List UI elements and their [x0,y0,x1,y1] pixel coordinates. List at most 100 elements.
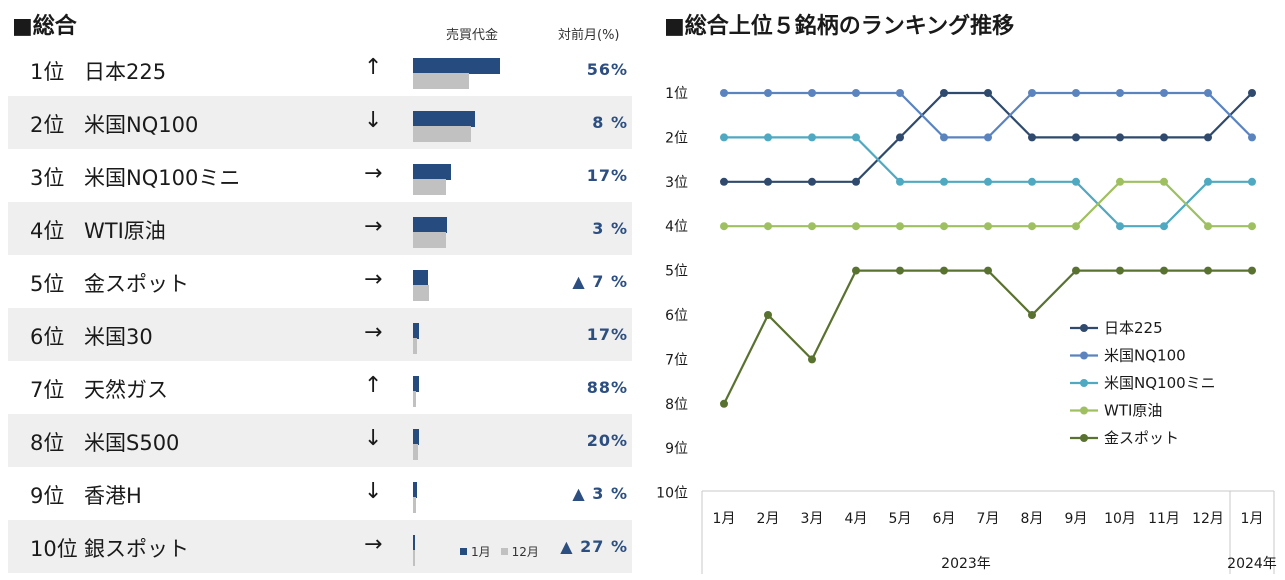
data-point [984,133,992,142]
instrument-name: 米国NQ100 [84,113,199,137]
change-percent: 17% [586,166,628,185]
data-point [940,266,948,275]
legend-marker [1080,379,1088,387]
table-row: 5位 金スポット → ▲ 7 % [8,255,632,308]
data-point [896,133,904,142]
instrument-name: 香港H [84,484,142,508]
trend-arrow: ↓ [364,426,383,451]
trend-arrow: → [364,267,383,292]
data-point [1204,133,1212,142]
data-point [1204,177,1212,186]
data-point [720,89,728,97]
data-point [1248,266,1256,275]
change-percent: 17% [586,325,628,344]
table-row: 8位 米国S500 ↓ 20% [8,414,632,467]
data-point [808,133,816,142]
y-tick-label: 1位 [665,86,688,102]
data-point [1116,222,1124,231]
data-point [1028,89,1036,97]
y-tick-label: 9位 [665,441,688,457]
x-tick-label: 12月 [1192,511,1224,527]
ranking-table: 1位 日本225 ↑ 56% 2位 米国NQ100 ↓ 8 % 3位 米国NQ100ミニ → 17% 4… [8,43,632,573]
change-percent: 56% [586,60,628,79]
series-line [724,91,1253,139]
data-point [896,266,904,275]
y-tick-label: 5位 [665,264,688,280]
trend-arrow: → [364,214,383,239]
data-point [720,399,728,408]
rank-label: 9位 [30,484,65,508]
data-point [1248,89,1256,97]
legend-marker [1080,324,1088,332]
volume-bar-jan [413,323,419,339]
legend-marker [1080,351,1088,360]
year-group-label: 2023年 [941,556,991,572]
volume-bar-jan [413,482,417,498]
change-percent: ▲ 3 % [572,484,628,503]
volume-bar-dec [413,232,447,248]
change-percent: 20% [586,431,628,450]
trend-arrow: → [364,161,383,186]
data-point [1072,133,1080,142]
data-point [720,177,728,186]
data-point [984,266,992,275]
volume-bar-jan [413,111,475,127]
rank-label: 2位 [30,113,65,137]
data-point [896,222,904,231]
ranking-line-chart: 1位 2位 3位 4位 5位 6位 7位 8位 9位 10位 1月 2月 3月 4月 5月 6月 7月 8月 9月 1… [656,86,1277,574]
x-tick-label: 10月 [1104,511,1136,527]
data-point [1072,89,1080,97]
data-point [1116,177,1124,186]
instrument-name: WTI原油 [84,219,166,243]
legend-label: 日本225 [1104,319,1163,337]
chart-title: ■総合上位５銘柄のランキング推移 [664,14,1015,39]
y-tick-label: 8位 [665,397,688,413]
trend-arrow: ↑ [364,55,383,80]
change-percent: 88% [586,378,628,397]
data-point [984,222,992,231]
data-point [808,89,816,97]
data-point [896,89,904,97]
x-tick-label: 7月 [977,511,1000,527]
trend-arrow: → [364,320,383,345]
y-tick-label: 3位 [665,175,688,191]
legend-swatch-jan [460,548,467,555]
volume-bar-dec [413,497,416,513]
legend-label: 米国NQ100ミニ [1104,374,1216,392]
volume-bar-jan [413,270,428,286]
x-tick-label: 1月 [1241,511,1264,527]
data-point [1248,177,1256,186]
legend-label: WTI原油 [1104,402,1162,420]
data-point [808,222,816,231]
table-row: 7位 天然ガス ↑ 88% [8,361,632,414]
volume-bar-jan [413,217,448,233]
data-point [940,177,948,186]
data-point [764,222,772,231]
data-point [1160,133,1168,142]
x-tick-label: 4月 [845,511,868,527]
data-point [720,222,728,231]
instrument-name: 日本225 [84,60,167,84]
data-point [1248,133,1256,142]
data-point [940,89,948,97]
volume-bar-jan [413,164,452,180]
data-point [1160,266,1168,275]
volume-bar-jan [413,535,415,551]
table-row: 9位 香港H ↓ ▲ 3 % [8,467,632,520]
data-point [764,89,772,97]
x-tick-label: 2月 [757,511,780,527]
data-point [852,89,860,97]
instrument-name: 米国30 [84,325,153,349]
data-point [852,222,860,231]
rank-label: 1位 [30,60,65,84]
trend-arrow: ↓ [364,108,383,133]
x-tick-label: 8月 [1021,511,1044,527]
data-point [808,177,816,186]
legend-label-jan: 1月 [471,545,491,559]
data-point [1072,266,1080,275]
data-point [1028,311,1036,319]
data-point [808,355,816,364]
legend-label: 金スポット [1104,429,1179,447]
change-percent: ▲ 27 % [560,537,628,556]
data-point [1248,222,1256,231]
